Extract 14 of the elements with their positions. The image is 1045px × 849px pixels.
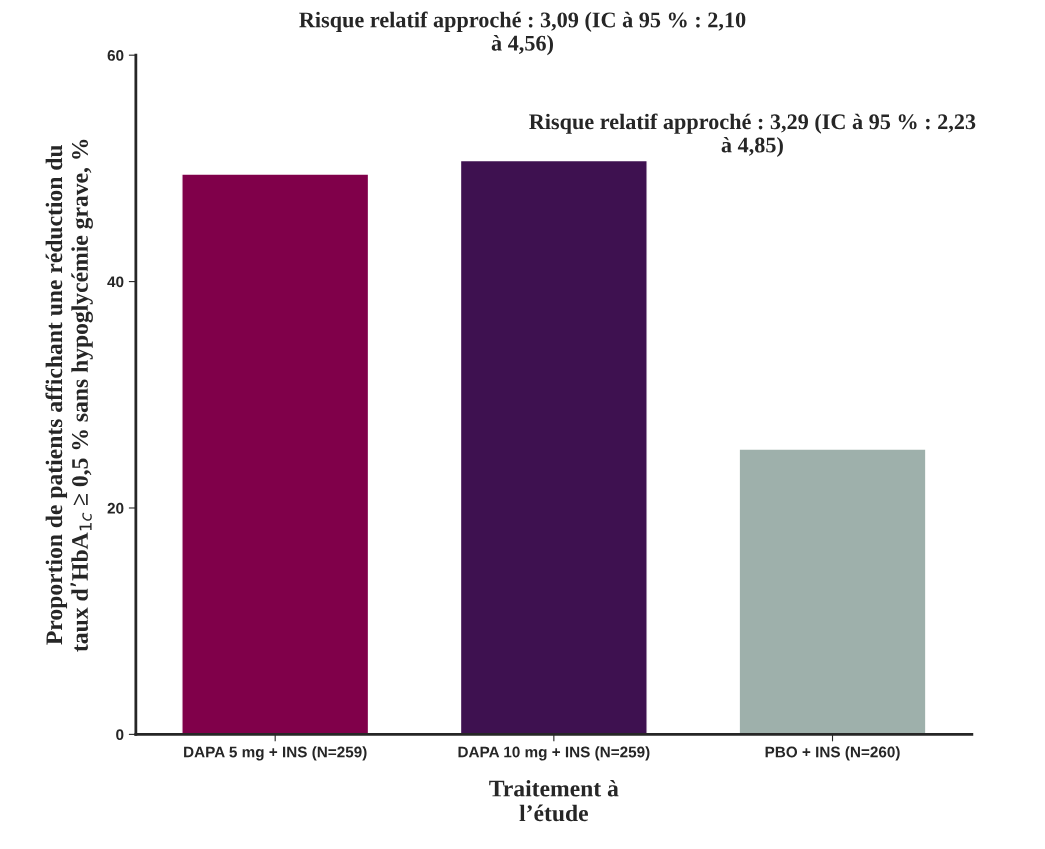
y-tick-label: 40	[107, 276, 124, 288]
bar	[181, 173, 370, 735]
y-axis-title: Proportion de patients affichant une réduction du taux d’HbA$_{1c}$ ≥ 0,5 % sans hypoglycémie grave, %	[45, 139, 93, 652]
x-tick-label: DAPA 10 mg + INS (N=259)	[458, 746, 650, 761]
x-axis-title: Traitement à l’étude	[489, 779, 619, 822]
annotation: Risque relatif approché : 3,29 (IC à 95 % : 2,23 à 4,85)	[529, 113, 976, 158]
x-tick-label: DAPA 5 mg + INS (N=259)	[184, 746, 367, 761]
y-tick-label: 60	[107, 50, 124, 61]
bar	[738, 448, 927, 735]
x-tick-label: PBO + INS (N=260)	[765, 746, 900, 761]
bar	[459, 159, 648, 735]
y-tick-label: 0	[116, 729, 124, 741]
text: Risque relatif approché : 3,09 (IC à 95 % : 2,10 à 4,56)	[299, 11, 746, 56]
y-tick-label: 20	[107, 502, 124, 514]
